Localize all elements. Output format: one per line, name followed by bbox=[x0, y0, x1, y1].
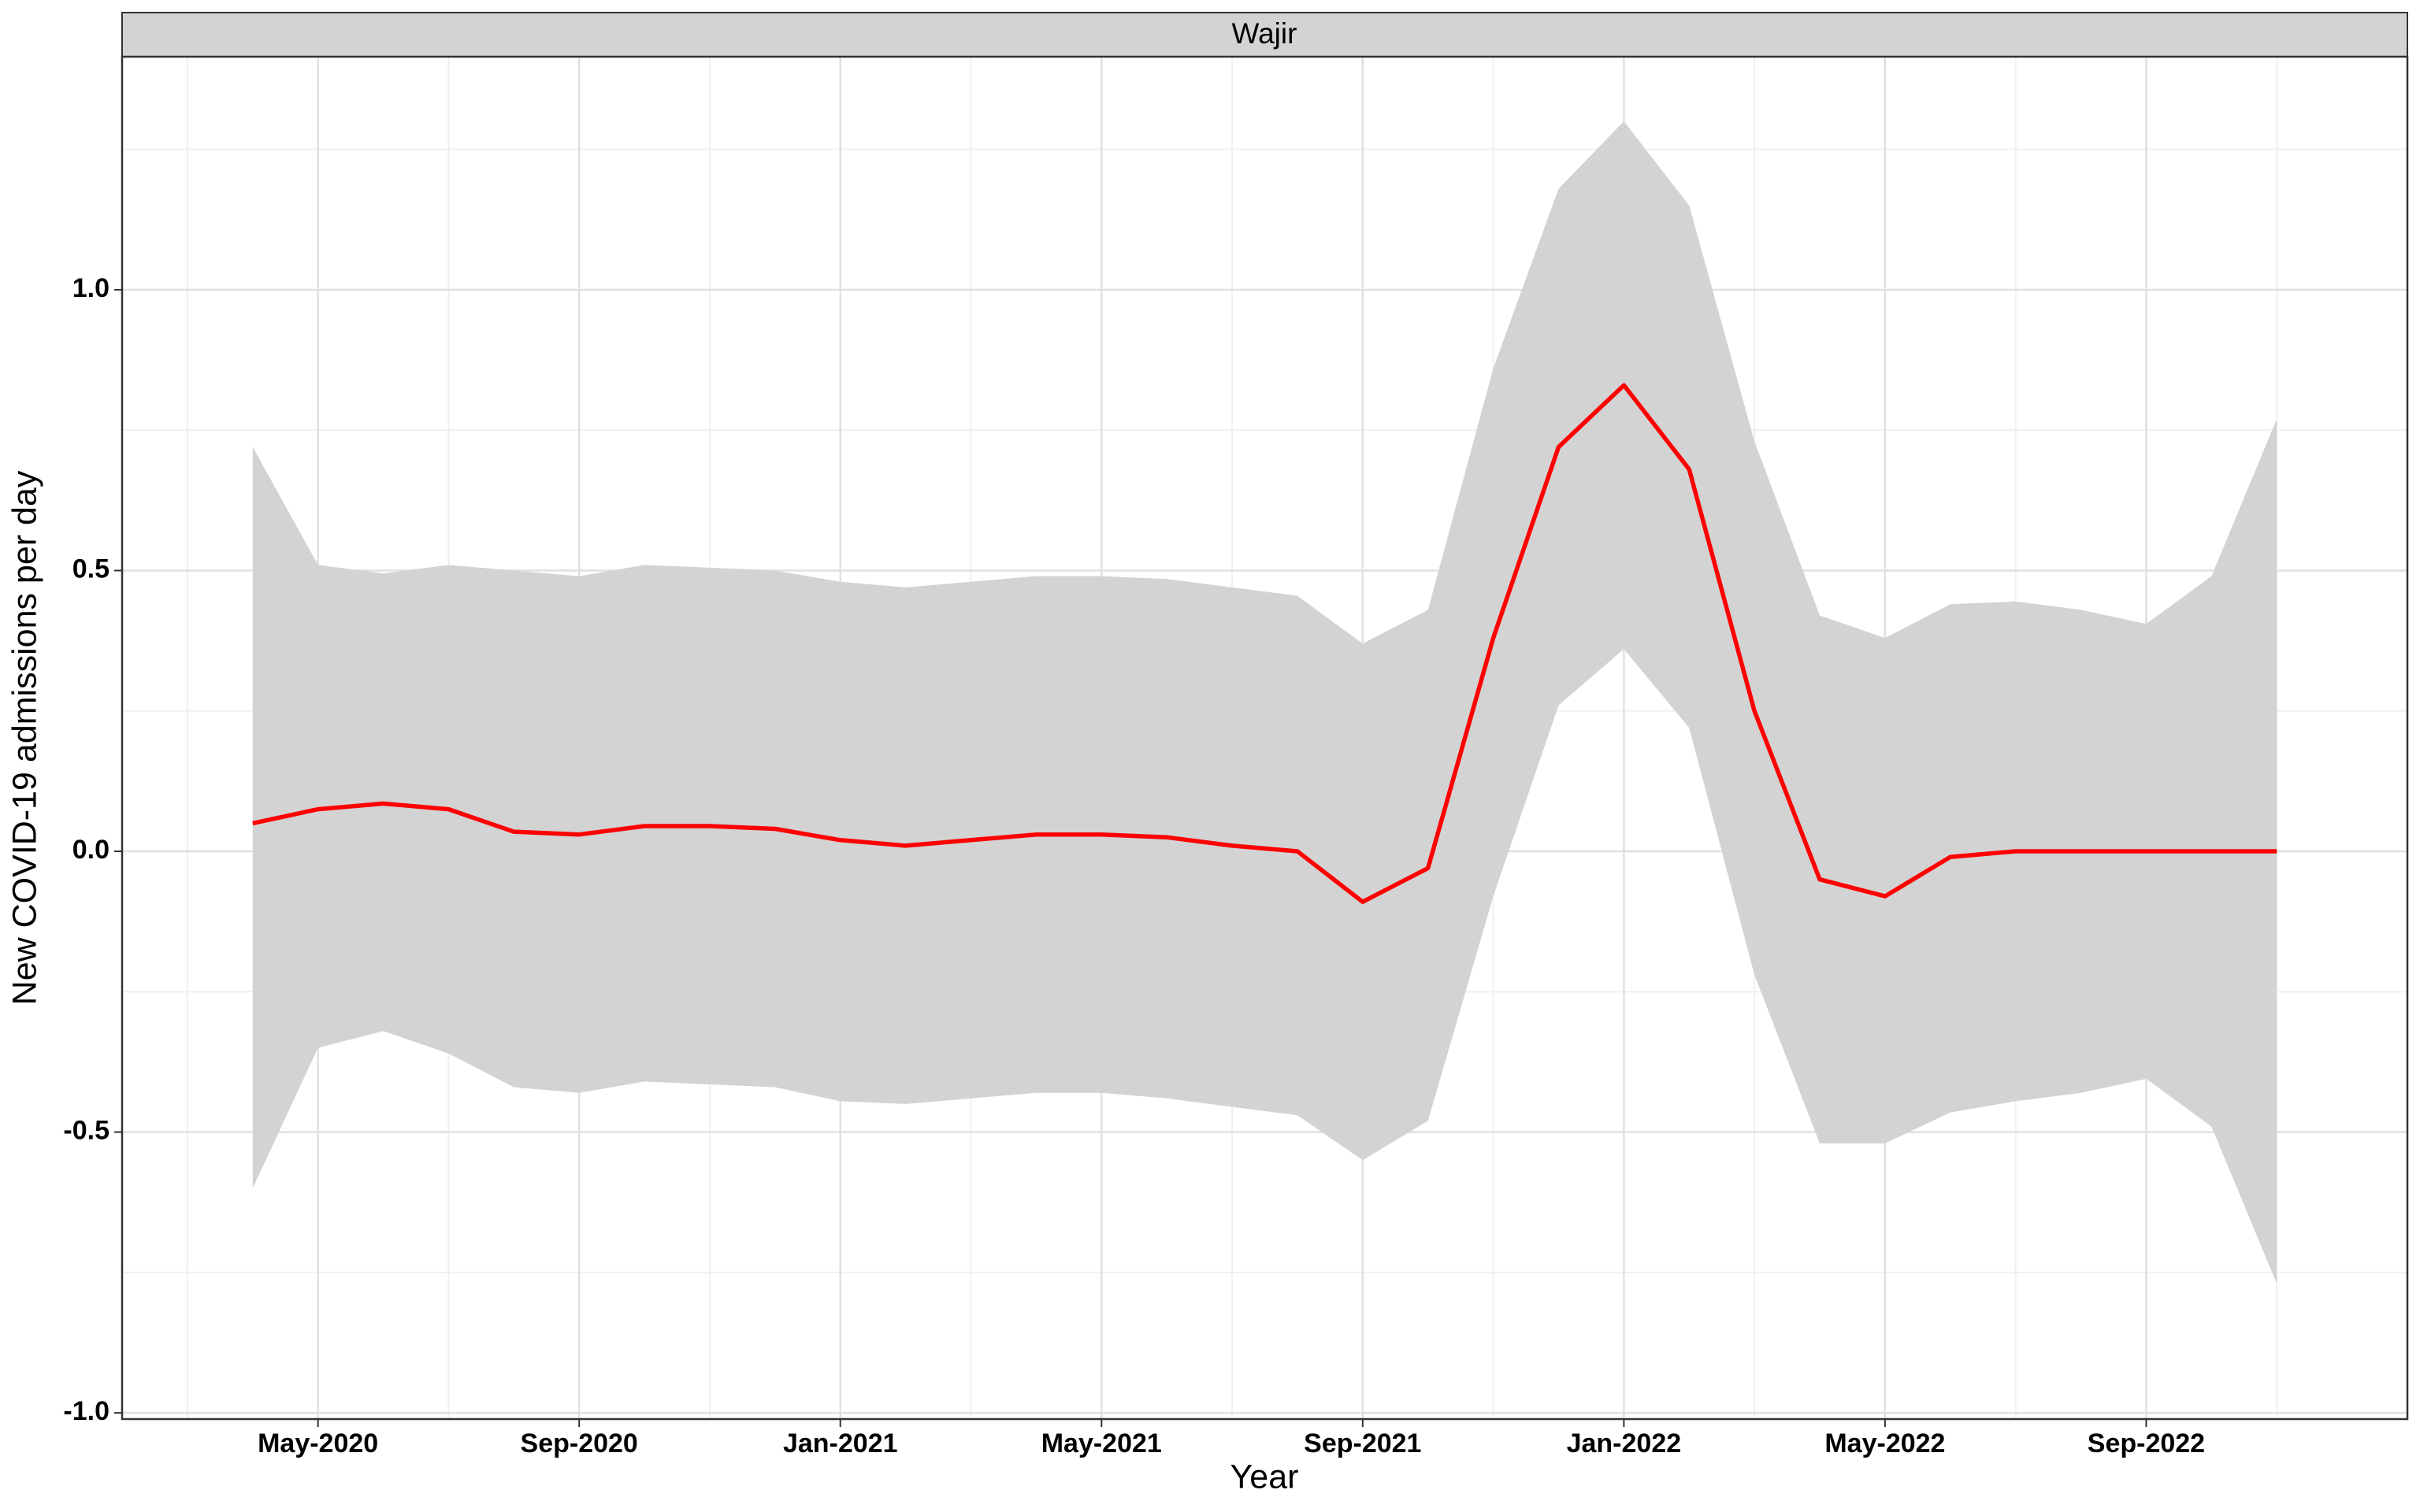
x-tick-label: Jan-2021 bbox=[783, 1429, 898, 1458]
strip bbox=[121, 12, 2408, 57]
panel-border bbox=[121, 55, 2409, 1421]
y-axis-title: New COVID-19 admissions per day bbox=[6, 470, 43, 1005]
x-tick-label: Sep-2021 bbox=[1304, 1429, 1421, 1458]
x-tick-label: Sep-2022 bbox=[2088, 1429, 2205, 1458]
confidence-band bbox=[252, 121, 2277, 1284]
x-tick-label: May-2020 bbox=[258, 1429, 378, 1458]
y-tick-label: 1.0 bbox=[72, 273, 109, 303]
y-tick-label: -1.0 bbox=[63, 1396, 109, 1426]
x-tick-label: Jan-2022 bbox=[1567, 1429, 1682, 1458]
line bbox=[252, 383, 2277, 904]
y-tick-label: 0.0 bbox=[72, 835, 109, 865]
x-tick-label: May-2022 bbox=[1824, 1429, 1945, 1458]
x-axis-title: Year bbox=[1230, 1458, 1299, 1495]
strip-label: Wajir bbox=[1232, 17, 1297, 50]
y-tick-label: -0.5 bbox=[63, 1116, 109, 1146]
x-tick-label: May-2021 bbox=[1041, 1429, 1162, 1458]
x-tick-label: Sep-2020 bbox=[521, 1429, 638, 1458]
y-tick-label: 0.5 bbox=[72, 554, 109, 584]
